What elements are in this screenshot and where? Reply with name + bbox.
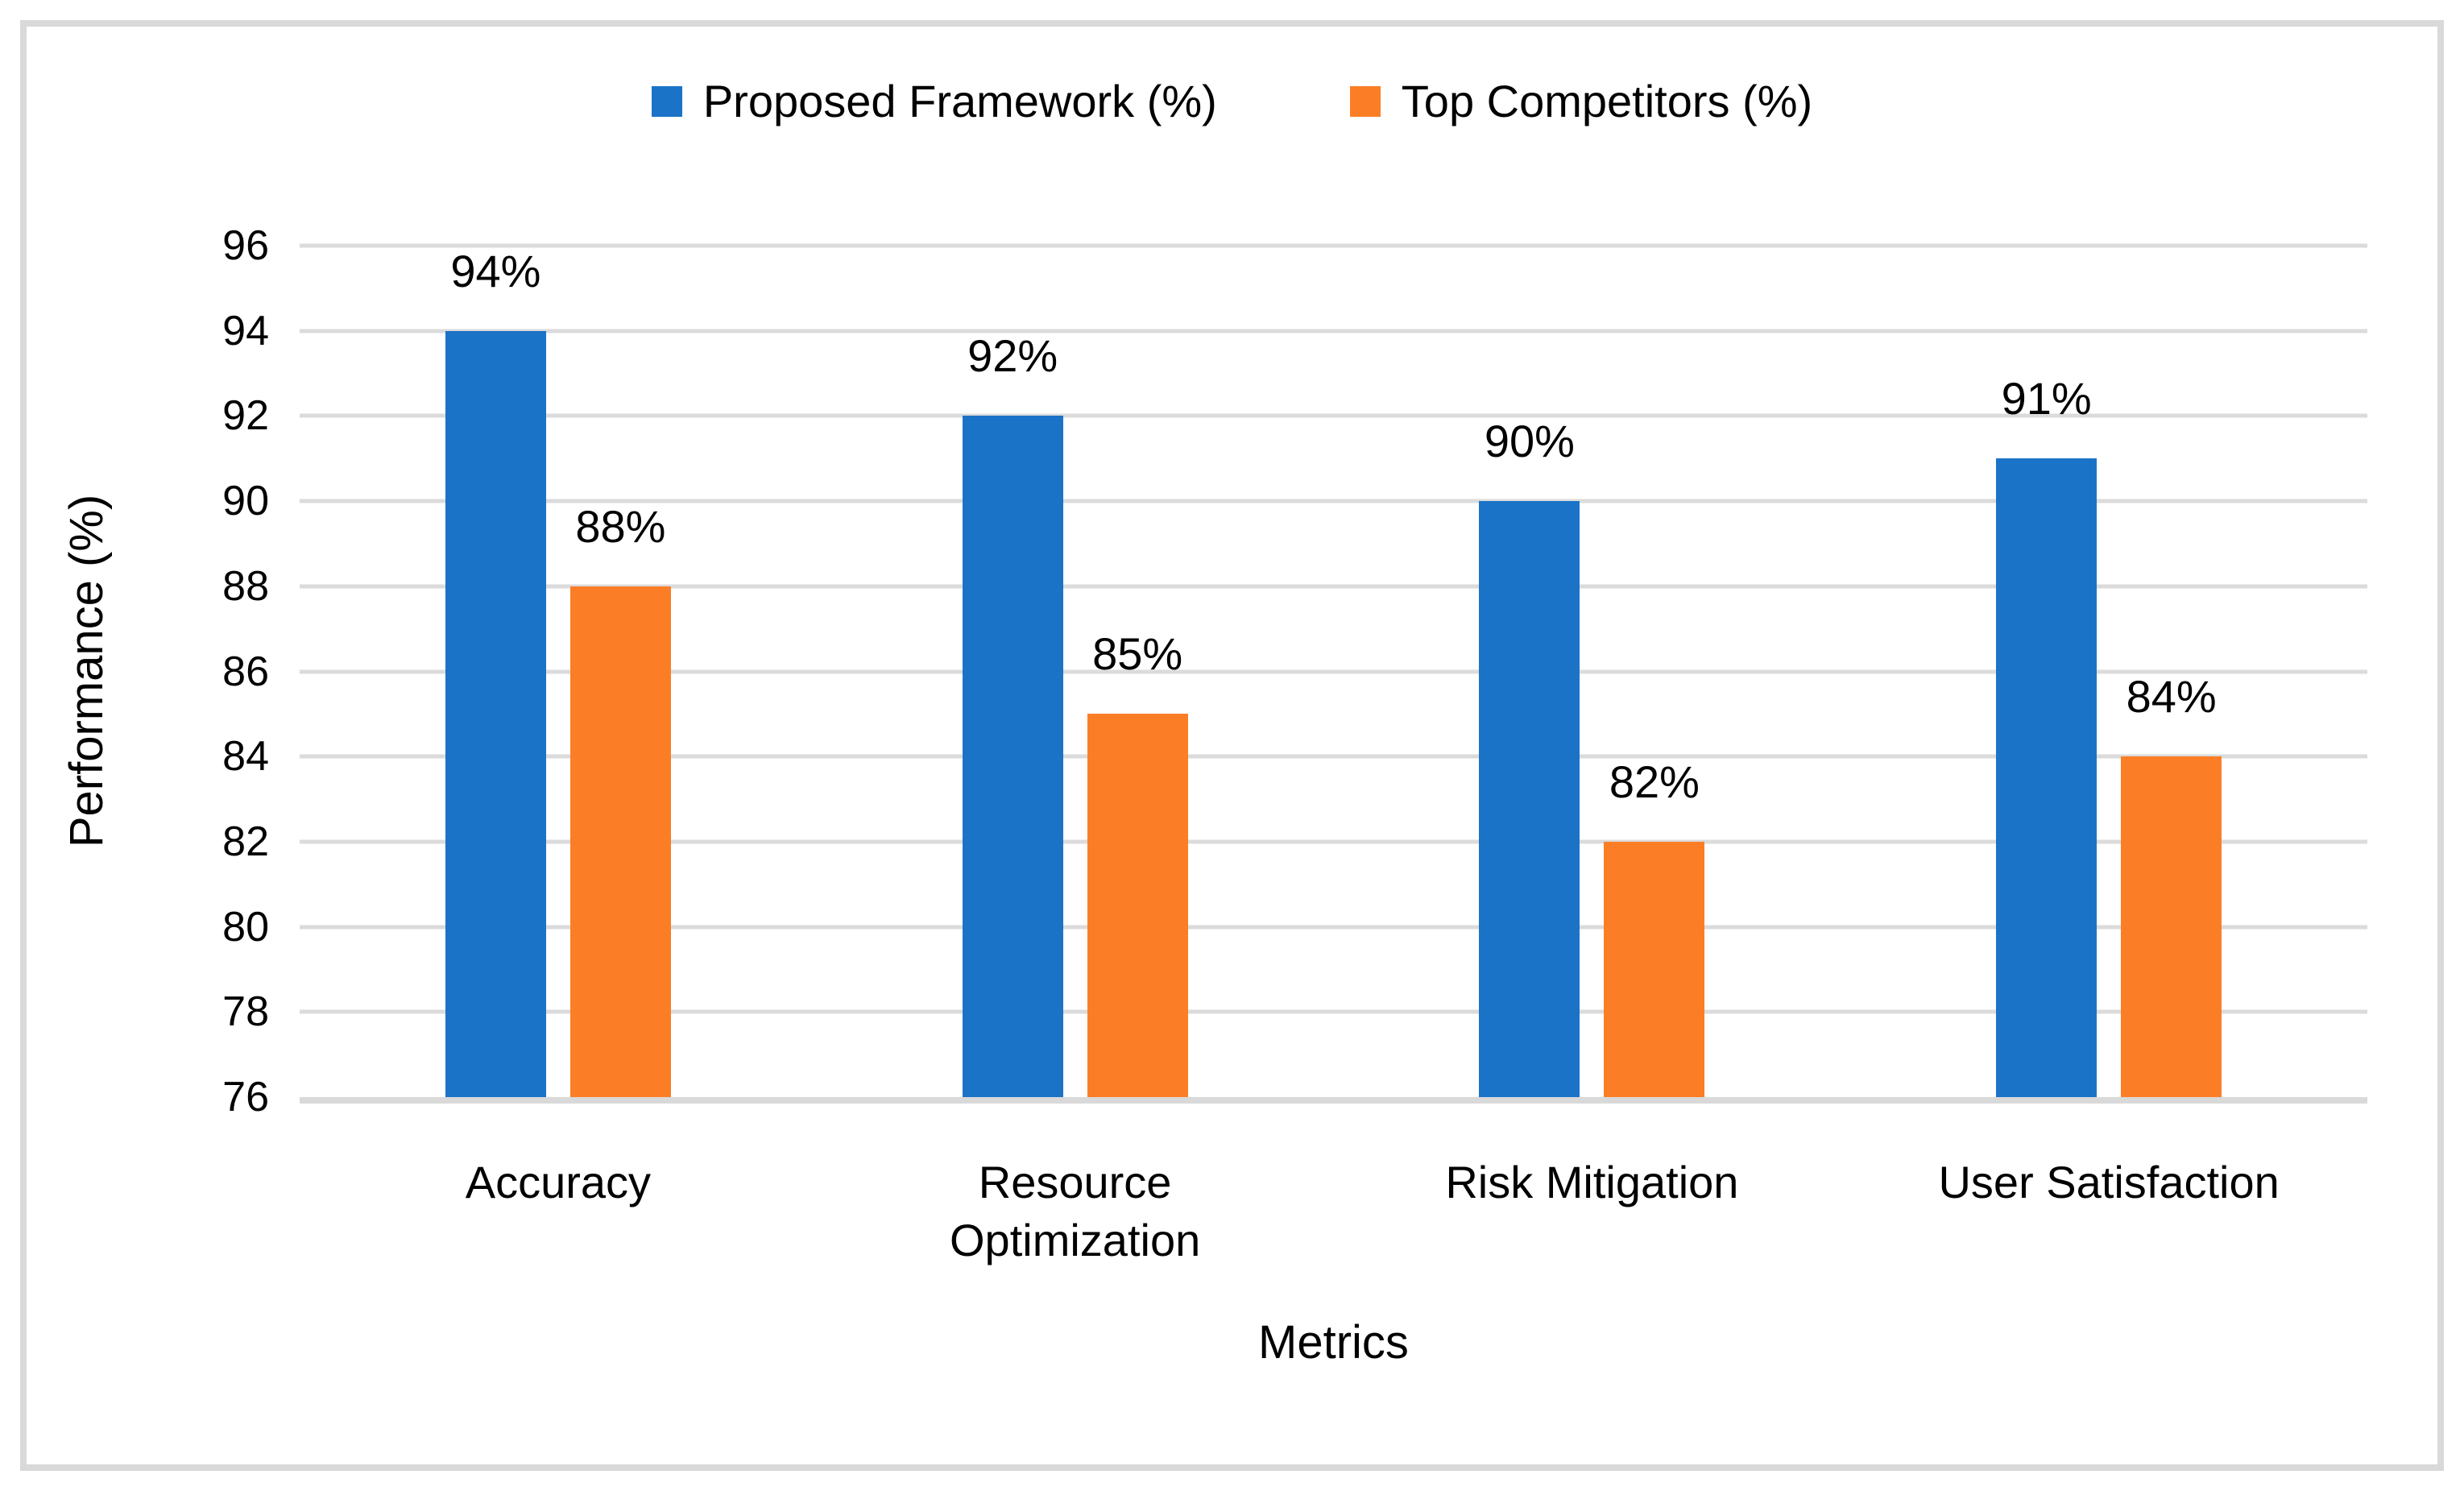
- y-tick-label: 88: [222, 562, 269, 610]
- gridline: [300, 413, 2367, 418]
- legend-item-top-competitors: Top Competitors (%): [1349, 76, 1813, 126]
- y-tick-label: 76: [222, 1074, 269, 1120]
- bar-value-label: 88%: [575, 500, 666, 552]
- category-labels: Accuracy Resource Optimization Risk Mitiga…: [300, 1104, 2367, 1269]
- bar-value-label: 82%: [1609, 756, 1700, 807]
- x-category-label-user-satisfaction: User Satisfaction: [1850, 1104, 2367, 1269]
- bar-top-competitors-user-satisfaction: 84%: [2121, 674, 2222, 1097]
- y-tick-label: 96: [222, 222, 269, 269]
- bar-group-accuracy: 94% 88%: [300, 246, 817, 1097]
- bar-value-label: 85%: [1092, 628, 1183, 680]
- bar-top-competitors-resource-optimization: 85%: [1087, 632, 1188, 1097]
- bar-value-label: 90%: [1484, 416, 1575, 467]
- bar-proposed-framework-resource-optimization: 92%: [962, 333, 1063, 1097]
- bar-value-label: 91%: [2001, 373, 2092, 425]
- y-axis-title: Performance (%): [60, 494, 113, 848]
- y-tick-label: 94: [222, 307, 269, 354]
- x-category-label-risk-mitigation: Risk Mitigation: [1334, 1104, 1851, 1269]
- x-category-label-resource-optimization: Resource Optimization: [817, 1104, 1334, 1269]
- y-tick-label: 92: [222, 392, 269, 440]
- bar-value-label: 92%: [967, 330, 1058, 382]
- x-category-label-text: User Satisfaction: [1938, 1157, 2280, 1207]
- legend-swatch: [1349, 86, 1381, 117]
- gridline: [300, 839, 2367, 844]
- gridline: [300, 584, 2367, 589]
- bar-proposed-framework-accuracy: 94%: [445, 248, 546, 1097]
- bar-top-competitors-risk-mitigation: 82%: [1604, 759, 1705, 1097]
- chart-border: [20, 20, 2444, 1471]
- gridline: [300, 243, 2367, 248]
- y-tick-label: 80: [222, 903, 269, 951]
- gridline: [300, 669, 2367, 673]
- legend-item-proposed-framework: Proposed Framework (%): [651, 76, 1217, 126]
- gridline: [300, 754, 2367, 759]
- legend-label: Proposed Framework (%): [702, 76, 1217, 126]
- x-category-label-text: Accuracy: [465, 1157, 652, 1207]
- x-axis-title: Metrics: [1258, 1316, 1409, 1369]
- y-tick-label: 82: [222, 818, 269, 865]
- gridline: [300, 925, 2367, 930]
- bar-group-user-satisfaction: 91% 84%: [1850, 246, 2367, 1097]
- bar-top-competitors-accuracy: 88%: [569, 503, 671, 1097]
- legend: Proposed Framework (%) Top Competitors (%…: [0, 79, 2464, 124]
- bar-groups: 94% 88% 92% 85% 90% 82% 91% 84%: [300, 246, 2367, 1097]
- x-category-label-accuracy: Accuracy: [300, 1104, 817, 1269]
- bar-proposed-framework-user-satisfaction: 91%: [1996, 376, 2098, 1097]
- bar-proposed-framework-risk-mitigation: 90%: [1479, 419, 1580, 1097]
- plot-area: 76 78 80 82 84 86 88 90 92 94 96 94% 88% 92% 85% 90% 82…: [222, 225, 2367, 1118]
- legend-label: Top Competitors (%): [1401, 76, 1813, 126]
- y-tick-label: 86: [222, 648, 269, 695]
- y-tick-label: 90: [222, 478, 269, 525]
- bar-value-label: 84%: [2126, 671, 2217, 723]
- gridline: [300, 499, 2367, 503]
- x-category-label-text: Resource Optimization: [950, 1157, 1201, 1265]
- gridline: [300, 329, 2367, 333]
- legend-swatch: [651, 86, 682, 117]
- y-tick-label: 78: [222, 988, 269, 1036]
- x-category-label-text: Risk Mitigation: [1445, 1157, 1739, 1207]
- gridline: [300, 1009, 2367, 1014]
- bar-group-resource-optimization: 92% 85%: [817, 246, 1334, 1097]
- bar-value-label: 94%: [450, 245, 541, 296]
- bar-group-risk-mitigation: 90% 82%: [1334, 246, 1851, 1097]
- y-tick-label: 84: [222, 733, 269, 781]
